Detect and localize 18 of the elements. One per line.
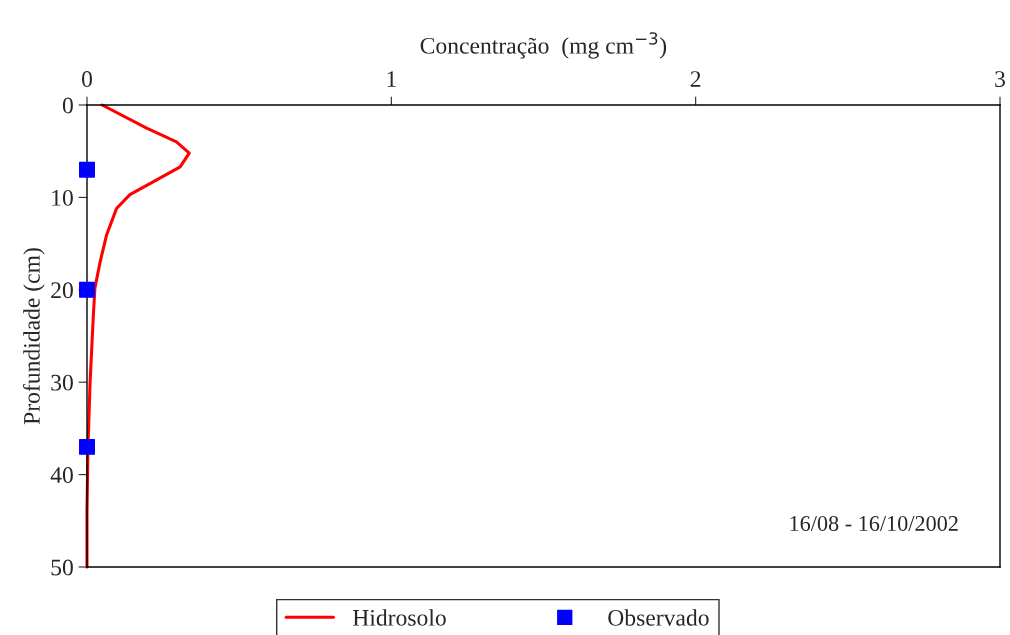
legend-label: Observado xyxy=(608,609,709,626)
annotation: 16/08 - 16/10/2002 xyxy=(790,515,958,531)
y-tick-label: 50 xyxy=(51,559,73,576)
y-tick-label: 10 xyxy=(52,189,73,206)
y-tick-label: 0 xyxy=(62,97,73,114)
x-tick-label: 0 xyxy=(82,71,92,88)
y-tick-label: 30 xyxy=(51,374,73,391)
x-tick-label: 1 xyxy=(387,71,396,87)
point xyxy=(79,161,95,178)
point xyxy=(79,281,95,298)
y-tick-label: 20 xyxy=(51,282,73,299)
legend-label: Hidrosolo xyxy=(352,609,446,626)
x-tick-label: 3 xyxy=(995,71,1005,88)
x-tick-label: 2 xyxy=(690,71,701,87)
y-tick-label: 40 xyxy=(50,467,73,484)
x-axis-title: Concentração (mg cm$^{−3}$) xyxy=(420,32,667,59)
point xyxy=(79,438,95,455)
y-axis-title: Profundidade (cm) xyxy=(22,248,45,425)
